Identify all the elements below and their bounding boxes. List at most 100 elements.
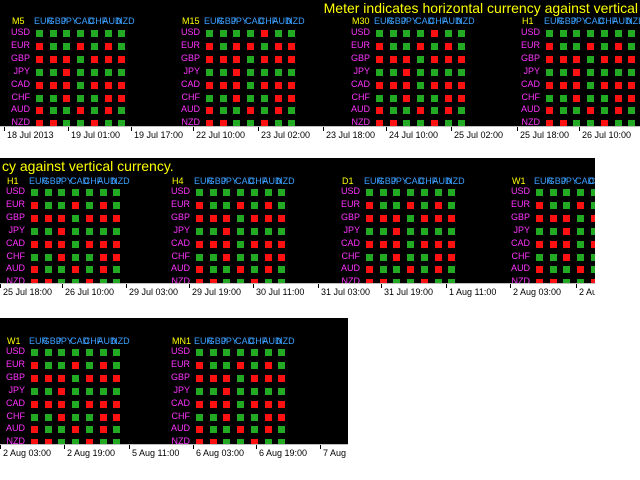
strength-cell-down: [85, 214, 93, 222]
strength-cell-up: [58, 201, 66, 209]
column-header: NZD: [111, 336, 130, 346]
strength-cell-down: [274, 94, 282, 102]
strength-cell-up: [209, 189, 217, 196]
strength-cell-up: [85, 387, 93, 395]
strength-cell-up: [430, 42, 438, 50]
strength-cell-down: [274, 42, 282, 50]
strength-cell-up: [77, 120, 85, 128]
strength-cell-down: [444, 107, 452, 115]
strength-cell-down: [420, 279, 428, 287]
strength-cell-down: [223, 374, 231, 382]
strength-cell-up: [420, 227, 428, 235]
strength-cell-up: [31, 413, 38, 421]
column-header: CAD: [70, 336, 90, 346]
strength-cell-down: [104, 81, 112, 89]
strength-cell-up: [206, 94, 213, 102]
strength-cell-down: [223, 227, 231, 235]
strength-cell-up: [559, 68, 567, 76]
strength-cell-up: [58, 189, 66, 196]
column-header: JPY: [571, 16, 588, 26]
strength-cell-down: [590, 214, 595, 222]
time-axis[interactable]: 18 Jul 2013 19 Jul 01:00 19 Jul 17:00 22 Ju…: [0, 126, 640, 143]
strength-cell-up: [376, 30, 383, 37]
axis-tick: [4, 127, 5, 131]
strength-cell-down: [549, 240, 557, 248]
axis-time-label: 26 Jul 10:00: [65, 287, 115, 297]
strength-cell-down: [250, 279, 258, 287]
strength-cell-down: [223, 413, 231, 421]
strength-cell-up: [219, 107, 227, 115]
strength-cell-down: [247, 42, 255, 50]
timeframe-label: W1: [512, 176, 526, 186]
strength-cell-up: [223, 279, 231, 287]
strength-cell-down: [104, 94, 112, 102]
row-label: NZD: [6, 276, 26, 287]
strength-cell-up: [113, 426, 121, 434]
row-label: AUD: [5, 423, 25, 434]
row-label: NZD: [6, 436, 26, 447]
column-header: NZD: [111, 176, 130, 186]
strength-cell-down: [430, 120, 438, 128]
strength-cell-down: [264, 266, 272, 274]
axis-time-label: 24 Jul 10:00: [389, 130, 439, 140]
axis-time-label: 7 Aug: [323, 448, 347, 458]
strength-cell-down: [58, 240, 66, 248]
strength-cell-down: [379, 279, 387, 287]
strength-cell-up: [90, 107, 98, 115]
strength-cell-up: [546, 68, 553, 76]
strength-cell-up: [407, 227, 415, 235]
column-header: CHF: [83, 176, 103, 186]
column-header: GBP: [217, 16, 237, 26]
row-label: NZD: [521, 117, 541, 128]
axis-tick: [62, 284, 63, 288]
strength-cell-up: [104, 68, 112, 76]
strength-cell-down: [274, 107, 282, 115]
strength-cell-up: [209, 413, 217, 421]
row-label: AUD: [5, 263, 25, 274]
row-label: NZD: [351, 117, 371, 128]
strength-cell-up: [417, 94, 425, 102]
strength-cell-up: [536, 227, 543, 235]
strength-cell-down: [250, 240, 258, 248]
strength-cell-down: [104, 107, 112, 115]
strength-cell-down: [223, 214, 231, 222]
strength-cell-up: [420, 253, 428, 261]
strength-cell-down: [600, 81, 608, 89]
strength-cell-down: [31, 266, 38, 274]
strength-cell-up: [417, 68, 425, 76]
strength-cell-down: [536, 266, 543, 274]
timeframe-label: M30: [352, 16, 370, 26]
strength-cell-down: [366, 240, 373, 248]
row-label: CAD: [10, 78, 30, 89]
strength-cell-down: [448, 240, 456, 248]
strength-cell-up: [85, 413, 93, 421]
row-label: EUR: [350, 39, 370, 50]
strength-cell-up: [448, 189, 456, 196]
strength-cell-up: [458, 120, 466, 128]
column-header: CAD: [75, 16, 95, 26]
strength-cell-up: [237, 349, 245, 356]
column-header: EUR: [194, 176, 214, 186]
strength-cell-down: [389, 120, 397, 128]
strength-cell-up: [113, 201, 121, 209]
strength-cell-down: [444, 55, 452, 63]
strength-cell-up: [614, 68, 622, 76]
strength-cell-up: [113, 387, 121, 395]
strength-cell-up: [278, 361, 286, 369]
time-axis[interactable]: 2 Aug 03:00 2 Aug 19:00 5 Aug 11:00 6 Aug 0…: [0, 444, 348, 461]
time-axis[interactable]: 25 Jul 18:00 26 Jul 10:00 29 Jul 03:00 29 J…: [0, 283, 595, 300]
strength-cell-down: [417, 42, 425, 50]
row-label: AUD: [170, 423, 190, 434]
strength-cell-down: [376, 42, 383, 50]
strength-cell-up: [209, 426, 217, 434]
axis-time-label: 6 Aug 19:00: [259, 448, 308, 458]
strength-cell-up: [278, 227, 286, 235]
strength-cell-up: [118, 42, 126, 50]
strength-cell-up: [448, 279, 456, 287]
strength-cell-up: [77, 94, 85, 102]
strength-cell-down: [614, 55, 622, 63]
strength-cell-down: [85, 374, 93, 382]
strength-cell-up: [77, 55, 85, 63]
strength-cell-up: [237, 279, 245, 287]
row-label: NZD: [511, 276, 531, 287]
